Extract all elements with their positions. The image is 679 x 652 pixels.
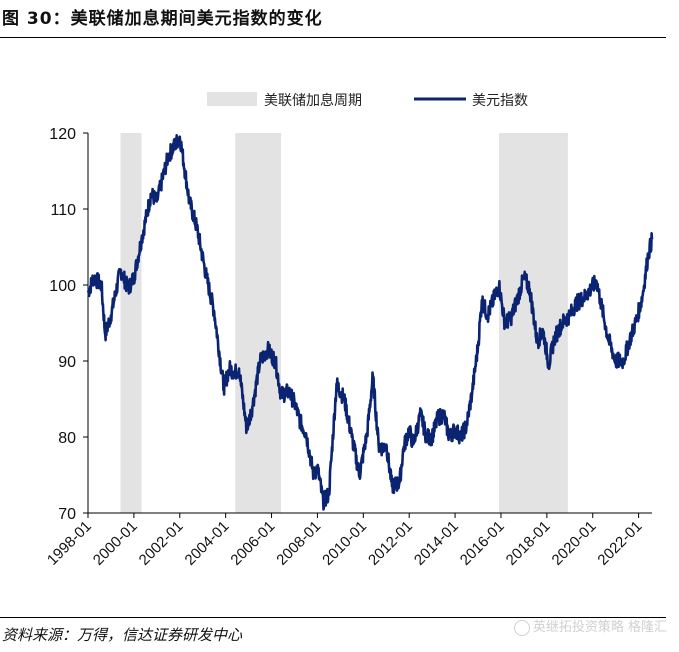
figure-title: 图 30：美联储加息期间美元指数的变化 (2, 9, 323, 29)
legend-swatch-hike-cycle (207, 92, 257, 106)
y-axis: 70 80 90 100 110 120 (49, 126, 89, 523)
source-rule (0, 617, 666, 618)
title-rule (0, 37, 666, 38)
x-tick-label: 2014-01 (411, 518, 462, 569)
watermark-text: 英继拓投资策略 格隆汇 (532, 620, 667, 635)
x-tick-label: 2020-01 (549, 518, 600, 569)
x-axis: 1998-012000-012002-012004-012006-012008-… (44, 512, 652, 569)
wechat-icon (513, 619, 530, 636)
shaded-periods (120, 133, 568, 513)
shaded-period-1 (120, 133, 142, 513)
x-tick-label: 2022-01 (594, 518, 645, 569)
shaded-period-2 (235, 133, 282, 513)
x-tick-label: 2008-01 (273, 518, 324, 569)
legend-label-hike-cycle: 美联储加息周期 (264, 92, 362, 109)
x-tick-label: 2006-01 (227, 518, 278, 569)
y-tick-label: 100 (49, 278, 76, 295)
x-tick-label: 2018-01 (503, 518, 554, 569)
legend-label-dollar-index: 美元指数 (472, 93, 528, 109)
source-note: 资料来源：万得，信达证券研发中心 (2, 626, 243, 644)
x-tick-label: 2010-01 (319, 518, 370, 569)
legend: 美联储加息周期 美元指数 (207, 92, 528, 109)
y-tick-label: 70 (58, 506, 76, 523)
y-tick-label: 90 (58, 354, 76, 371)
y-tick-label: 120 (49, 126, 76, 143)
y-tick-label: 110 (50, 202, 76, 219)
series-line-dollar-index (86, 134, 654, 511)
x-tick-label: 2002-01 (136, 518, 187, 569)
y-tick-label: 80 (58, 430, 76, 447)
x-tick-label: 1998-01 (44, 518, 95, 569)
x-tick-label: 2004-01 (182, 518, 233, 569)
x-tick-label: 2000-01 (90, 518, 141, 569)
watermark: 英继拓投资策略 格隆汇 (513, 616, 667, 636)
x-tick-label: 2016-01 (457, 518, 508, 569)
x-tick-label: 2012-01 (365, 518, 416, 569)
